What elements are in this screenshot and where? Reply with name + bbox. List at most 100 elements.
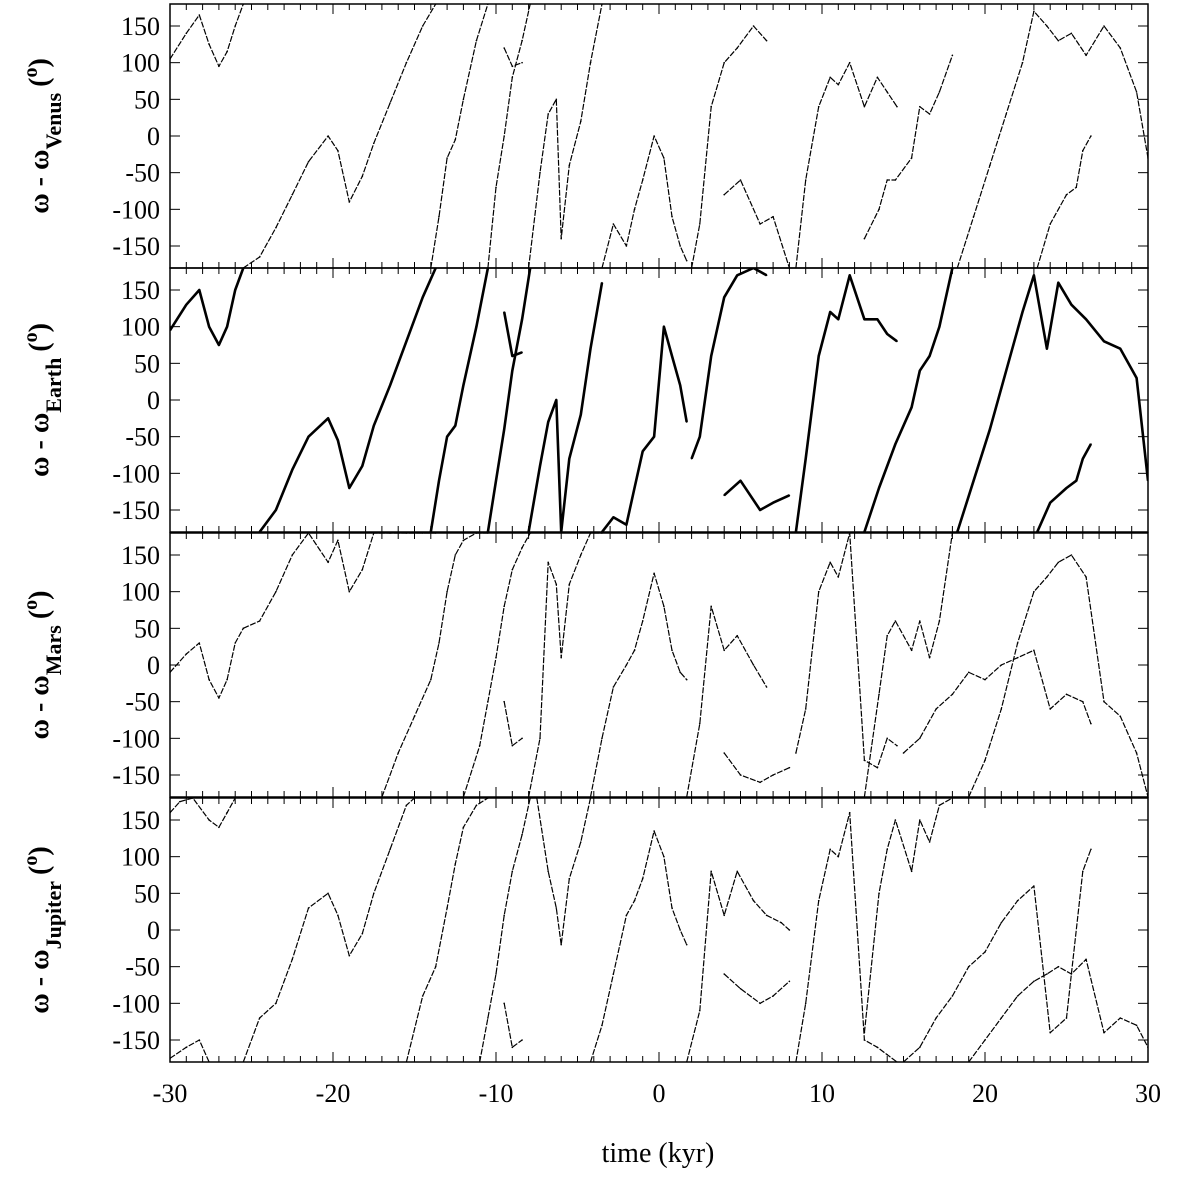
data-point: [234, 798, 236, 799]
data-point: [641, 450, 644, 453]
series-line-11: [956, 274, 1148, 532]
data-point: [752, 25, 755, 27]
data-point: [612, 223, 615, 225]
data-point: [503, 914, 505, 917]
series-line-6: [601, 135, 688, 268]
data-point: [1065, 693, 1068, 696]
data-point: [218, 344, 220, 346]
y-tick-label: -150: [112, 232, 160, 261]
series-line-6: [600, 325, 688, 532]
data-point: [462, 384, 465, 387]
data-point: [1147, 796, 1148, 797]
data-point: [527, 796, 530, 797]
data-point: [788, 980, 791, 983]
y-axis-label-degree: o: [20, 856, 42, 866]
data-point: [967, 965, 970, 968]
data-point: [291, 554, 294, 556]
data-point: [421, 995, 424, 997]
data-point: [560, 656, 562, 659]
data-point: [919, 1046, 921, 1049]
data-point: [863, 318, 866, 321]
data-point: [421, 296, 424, 299]
data-point: [521, 61, 523, 64]
data-point: [1119, 347, 1122, 350]
data-point: [413, 798, 416, 799]
x-tick-label: 30: [1135, 1079, 1161, 1108]
data-point: [337, 539, 339, 542]
data-point: [663, 157, 665, 159]
data-point: [804, 708, 807, 710]
y-tick-label: -100: [112, 195, 160, 224]
data-point: [1085, 318, 1087, 321]
data-point: [601, 737, 603, 740]
series-line-10: [795, 812, 898, 1062]
series-group: [170, 4, 1148, 268]
data-point: [653, 830, 655, 832]
data-point: [1135, 752, 1138, 754]
data-point: [454, 863, 457, 865]
data-point: [863, 1031, 866, 1034]
data-point: [307, 435, 310, 438]
data-point: [170, 811, 171, 814]
data-point: [1033, 980, 1035, 983]
data-point: [337, 439, 339, 442]
data-point: [736, 274, 739, 277]
data-point: [579, 554, 582, 556]
data-point: [487, 798, 489, 799]
data-point: [829, 76, 831, 79]
data-point: [348, 201, 351, 203]
data-point: [568, 877, 571, 880]
data-point: [601, 533, 603, 534]
data-point: [989, 164, 991, 167]
data-point: [413, 715, 416, 718]
y-tick-label: 0: [147, 916, 160, 945]
data-point: [723, 649, 725, 652]
data-point: [208, 678, 210, 681]
data-point: [848, 811, 851, 814]
data-point: [951, 268, 954, 269]
data-point: [886, 737, 888, 740]
data-point: [1033, 274, 1035, 277]
data-point: [389, 384, 391, 387]
data-point: [1147, 1046, 1148, 1049]
y-axis-label-unit-close: ): [24, 590, 55, 599]
series-line-12: [1036, 135, 1092, 268]
series-line-11: [903, 649, 1092, 754]
data-point: [327, 561, 329, 564]
y-tick-label: 150: [121, 276, 160, 305]
data-point: [1000, 664, 1003, 666]
series-line-1: [258, 268, 437, 532]
data-point: [234, 289, 236, 291]
data-point: [434, 533, 437, 534]
y-tick-label: 0: [147, 651, 160, 680]
data-point: [817, 899, 820, 902]
data-point: [503, 135, 505, 137]
data-point: [547, 870, 549, 873]
data-point: [1005, 113, 1007, 115]
data-point: [1147, 479, 1148, 482]
series-line-8: [723, 752, 790, 783]
data-point: [698, 223, 701, 225]
data-point: [208, 819, 210, 821]
data-point: [1103, 25, 1105, 27]
data-point: [829, 311, 831, 313]
data-point: [361, 932, 364, 935]
data-point: [539, 465, 541, 467]
data-point: [521, 1039, 523, 1041]
x-tick-label: 20: [972, 1079, 998, 1108]
data-point: [275, 509, 277, 511]
data-point: [1016, 899, 1019, 902]
data-point: [671, 907, 673, 909]
data-point: [612, 686, 615, 688]
data-point: [348, 954, 351, 957]
series-line-12: [1036, 443, 1093, 532]
data-point: [372, 424, 375, 427]
data-point: [1119, 1017, 1122, 1019]
series-line-1: [243, 533, 436, 629]
data-point: [511, 76, 514, 79]
y-tick-label: 50: [134, 879, 160, 908]
data-point: [1057, 39, 1060, 42]
data-point: [804, 1002, 807, 1005]
data-point: [478, 1061, 481, 1062]
data-point: [863, 1039, 866, 1041]
